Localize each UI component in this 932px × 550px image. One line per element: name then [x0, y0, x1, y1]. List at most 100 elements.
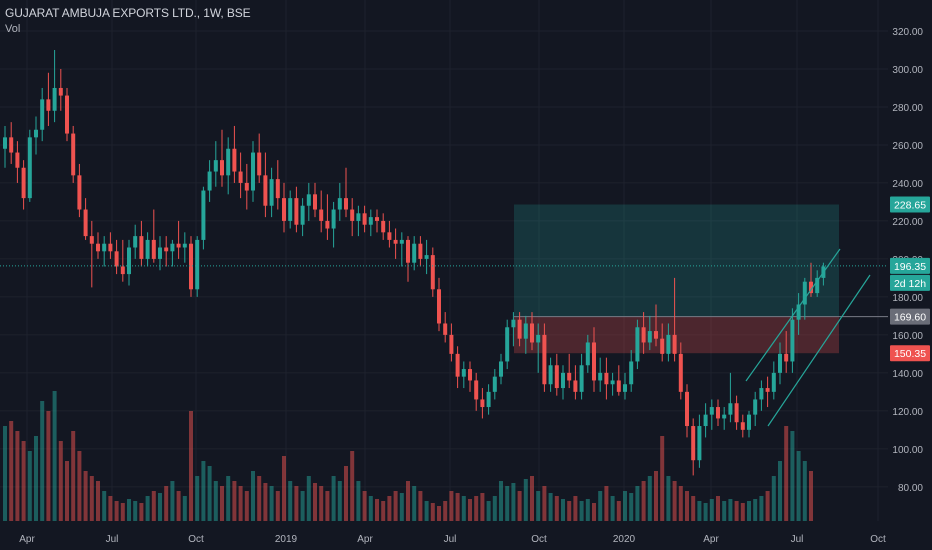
candle-body	[71, 133, 76, 176]
candle-body	[381, 220, 386, 233]
candle-body	[412, 243, 417, 263]
volume-bar	[784, 426, 789, 521]
volume-bar	[796, 451, 801, 521]
candle-body	[375, 217, 379, 221]
target-zone	[514, 204, 839, 317]
volume-bar	[356, 481, 361, 521]
volume-bar	[697, 501, 702, 521]
volume-bar	[747, 501, 751, 521]
price-tick-label: 320.00	[892, 27, 923, 38]
volume-bar	[220, 486, 224, 521]
candle-body	[418, 243, 423, 259]
candle-body	[430, 255, 435, 290]
volume-bar	[393, 491, 398, 521]
time-tick-label: Jul	[444, 534, 457, 545]
candle-body	[523, 323, 528, 339]
volume-bar	[691, 496, 696, 521]
volume-bar	[331, 476, 336, 521]
countdown-badge: 2d 12h	[894, 278, 926, 290]
volume-bar	[573, 496, 578, 521]
volume-bar	[486, 501, 491, 521]
volume-bar	[424, 501, 429, 521]
price-tick-label: 180.00	[892, 293, 923, 304]
volume-bar	[213, 481, 218, 521]
candle-body	[46, 99, 51, 111]
volume-bar	[455, 493, 460, 521]
candle-body	[306, 194, 311, 206]
candle-body	[530, 323, 534, 343]
volume-bar	[728, 499, 733, 521]
candle-body	[517, 319, 522, 339]
candle-body	[65, 95, 69, 134]
current-price-badge: 196.35	[894, 261, 926, 273]
time-tick-label: Oct	[188, 534, 204, 545]
candle-body	[325, 220, 330, 229]
candle-body	[511, 319, 516, 328]
candle-body	[610, 380, 615, 385]
volume-bar	[325, 491, 330, 521]
volume-bar	[579, 501, 584, 521]
candle-body	[399, 239, 404, 244]
price-badges: 228.65 196.35 2d 12h 169.60 150.35	[890, 196, 930, 362]
candle-body	[387, 232, 392, 240]
volume-bar	[96, 481, 100, 521]
volume-bar	[561, 499, 565, 521]
candle-body	[554, 365, 559, 389]
volume-bar	[381, 501, 386, 521]
price-tick-label: 260.00	[892, 141, 923, 152]
candle-body	[585, 342, 590, 366]
volume-bar	[536, 491, 541, 521]
candle-body	[815, 277, 820, 294]
candle-body	[120, 266, 125, 275]
candle-body	[21, 167, 26, 199]
entry-price-badge: 169.60	[894, 312, 926, 324]
candle-body	[238, 171, 243, 183]
candle-body	[251, 152, 255, 191]
volume-bar	[685, 491, 689, 521]
volume-bar	[647, 476, 652, 521]
volume-bar	[716, 496, 720, 521]
volume-bar	[120, 503, 125, 521]
volume-bar	[46, 411, 51, 521]
volume-bar	[207, 466, 212, 521]
volume-bar	[244, 491, 249, 521]
candle-body	[226, 148, 231, 176]
volume-bar	[740, 503, 745, 521]
candle-body	[89, 236, 94, 244]
volume-bar	[765, 491, 770, 521]
candle-body	[703, 414, 708, 427]
volume-bar	[753, 499, 758, 521]
volume-bar	[282, 456, 286, 521]
candle-body	[344, 198, 348, 210]
symbol-title: GUJARAT AMBUJA EXPORTS LTD., 1W, BSE	[5, 6, 251, 20]
candle-body	[263, 175, 268, 206]
candle-body	[27, 137, 32, 199]
candle-body	[635, 327, 640, 362]
volume-bar	[592, 503, 596, 521]
candle-body	[189, 243, 193, 290]
volume-bar	[15, 431, 20, 521]
candle-body	[406, 239, 410, 263]
price-tick-label: 100.00	[892, 445, 923, 456]
candle-body	[598, 372, 603, 381]
volume-bar	[164, 486, 169, 521]
candle-body	[182, 243, 187, 248]
time-tick-label: 2019	[275, 534, 298, 545]
candle-body	[9, 137, 14, 153]
candle-body	[368, 217, 373, 225]
candle-body	[505, 327, 510, 362]
candle-body	[747, 414, 751, 430]
volume-bar	[313, 483, 317, 521]
volume-bar	[703, 503, 708, 521]
candles	[0, 49, 888, 476]
candle-body	[164, 247, 169, 252]
candle-body	[294, 198, 299, 225]
volume-bar	[21, 441, 26, 521]
candle-body	[573, 380, 578, 392]
candle-body	[158, 247, 162, 259]
channel-lower	[767, 274, 871, 427]
candle-body	[269, 179, 274, 206]
volume-bar	[337, 481, 342, 521]
volume-bar	[635, 486, 640, 521]
